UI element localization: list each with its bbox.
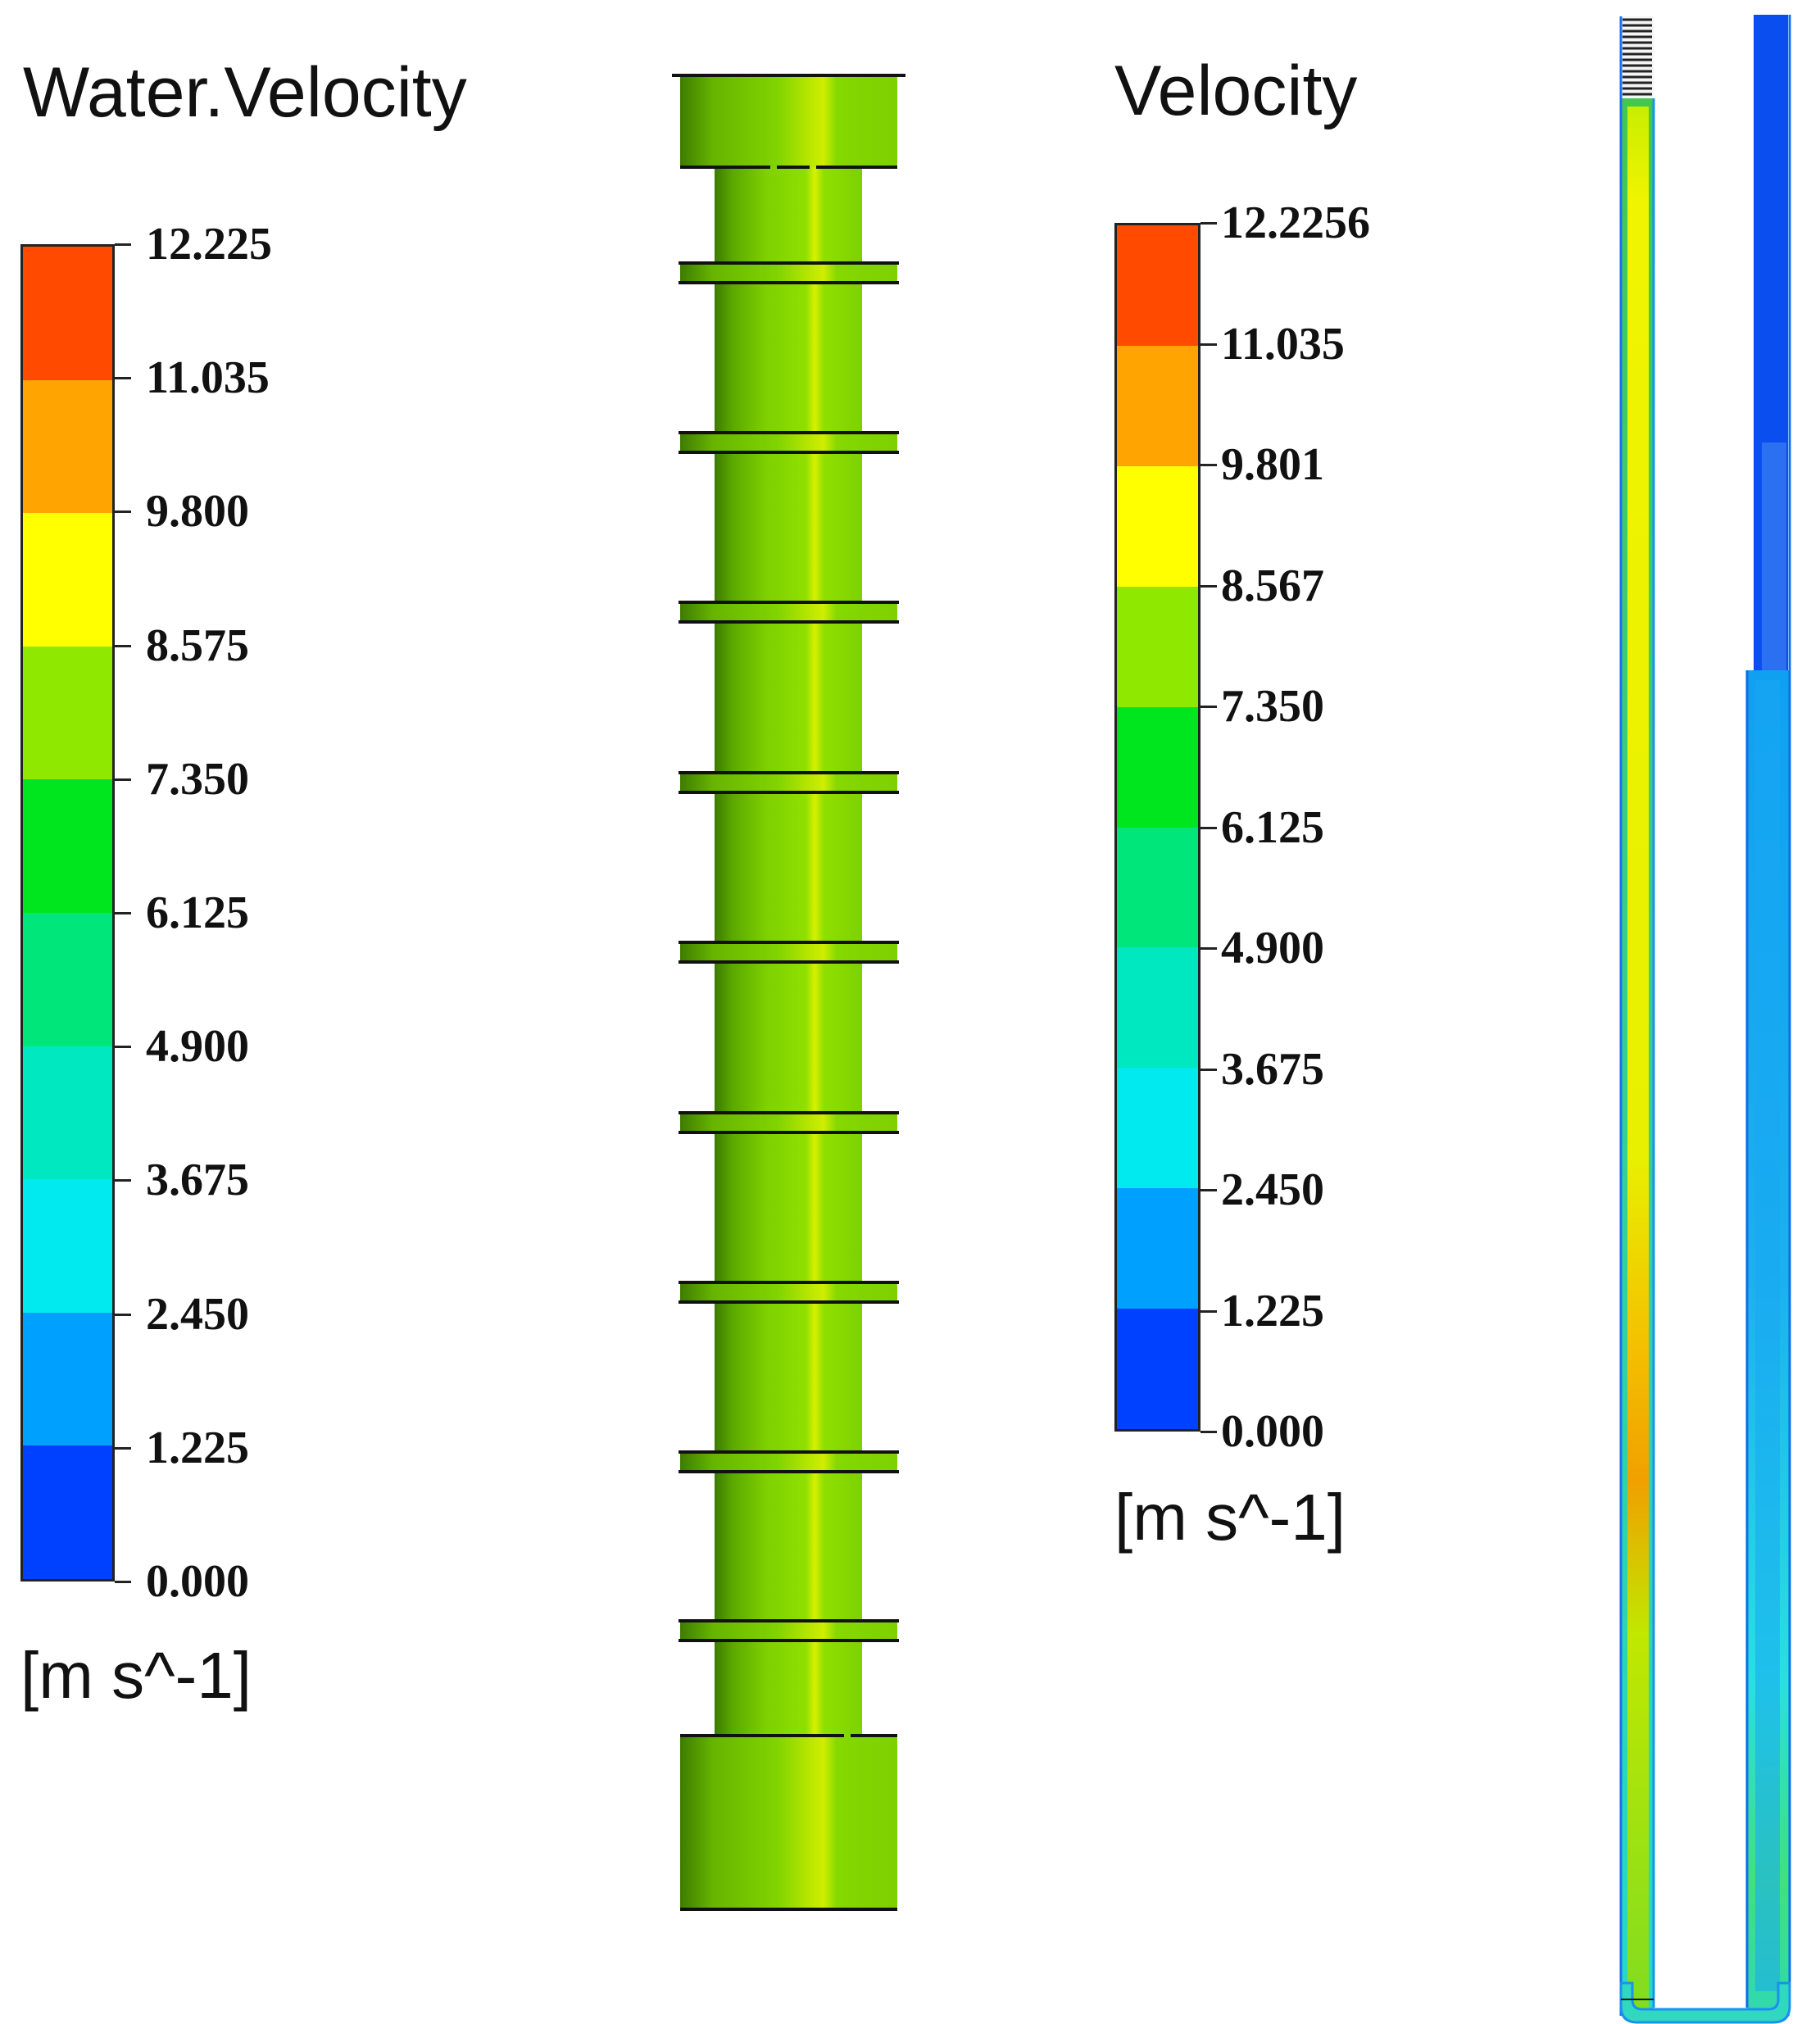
colorbar-tick-label: 7.350 <box>1221 681 1324 732</box>
colorbar-tick-label: 11.035 <box>146 352 270 404</box>
colorbar-band <box>1117 706 1198 828</box>
colorbar-tick <box>115 1446 131 1450</box>
colorbar-tick-label: 4.900 <box>1221 923 1324 973</box>
colorbar-tick <box>115 1313 131 1316</box>
colorbar-band <box>23 247 112 380</box>
colorbar-tick-label: 1.225 <box>146 1422 249 1473</box>
colorbar-tick <box>115 1179 131 1182</box>
shaft-top-cap <box>672 74 905 169</box>
legend-right-unit: [m s^-1] <box>1114 1481 1346 1554</box>
shaft-body <box>715 164 862 1737</box>
colorbar-tick <box>115 1581 131 1583</box>
colorbar-band <box>1117 827 1198 948</box>
colorbar-band <box>23 1179 112 1313</box>
colorbar-band <box>23 779 112 913</box>
shaft-bottom-cap <box>680 1734 897 1911</box>
colorbar-tick-label: 4.900 <box>146 1021 249 1073</box>
colorbar-tick-label: 8.567 <box>1221 560 1324 611</box>
shaft-flanges <box>679 261 899 1642</box>
legend-left-title: Water.Velocity <box>23 53 467 132</box>
colorbar-band <box>23 912 112 1046</box>
colorbar-band <box>1117 1309 1198 1430</box>
colorbar-tick-label: 8.575 <box>146 619 249 671</box>
colorbar-tick <box>1200 1431 1217 1433</box>
colorbar-band <box>1117 586 1198 707</box>
colorbar-tick <box>115 912 131 914</box>
colorbar-tick <box>1200 1068 1217 1071</box>
colorbar-tick-label: 7.350 <box>146 753 249 805</box>
colorbar-tick-label: 0.000 <box>146 1556 249 1607</box>
colorbar-tick-label: 9.801 <box>1221 439 1324 490</box>
colorbar-tick <box>115 778 131 781</box>
colorbar-band <box>23 379 112 514</box>
colorbar-tick <box>1200 222 1217 225</box>
colorbar-tick <box>115 511 131 514</box>
pipe-u-bend <box>1619 1981 1791 2024</box>
legend-right-title: Velocity <box>1114 52 1358 130</box>
legend-left-unit: [m s^-1] <box>20 1639 252 1712</box>
colorbar-tick-label: 3.675 <box>1221 1043 1324 1095</box>
colorbar-band <box>23 1445 112 1579</box>
colorbar-tick <box>1200 584 1217 588</box>
colorbar-band <box>1117 225 1198 346</box>
legend-right-colorbar <box>1114 223 1200 1432</box>
colorbar-tick-label: 6.125 <box>146 887 249 938</box>
colorbar-tick <box>115 1046 131 1049</box>
colorbar-tick <box>115 644 131 647</box>
colorbar-band <box>1117 465 1198 587</box>
colorbar-tick-label: 0.000 <box>1221 1406 1324 1457</box>
colorbar-band <box>23 1046 112 1180</box>
colorbar-band <box>1117 345 1198 466</box>
colorbar-tick-label: 2.450 <box>146 1288 249 1340</box>
colorbar-tick-label: 2.450 <box>1221 1164 1324 1215</box>
colorbar-band <box>23 1312 112 1446</box>
colorbar-band <box>23 646 112 780</box>
colorbar-tick <box>115 243 131 246</box>
colorbar-tick <box>115 377 131 380</box>
colorbar-tick <box>1200 1309 1217 1313</box>
colorbar-tick <box>1200 1189 1217 1191</box>
colorbar-tick <box>1200 706 1217 708</box>
colorbar-band <box>1117 1188 1198 1309</box>
colorbar-tick <box>1200 464 1217 466</box>
colorbar-tick <box>1200 826 1217 829</box>
colorbar-tick <box>1200 947 1217 950</box>
colorbar-tick-label: 6.125 <box>1221 801 1324 853</box>
colorbar-tick-label: 9.800 <box>146 486 249 538</box>
colorbar-tick <box>1200 343 1217 346</box>
colorbar-tick-label: 12.225 <box>146 219 272 270</box>
colorbar-tick-label: 11.035 <box>1221 318 1345 370</box>
outer-tube <box>1745 15 1791 2016</box>
colorbar-band <box>1117 947 1198 1069</box>
legend-left-colorbar <box>20 244 115 1582</box>
colorbar-tick-label: 3.675 <box>146 1155 249 1206</box>
colorbar-tick-label: 12.2256 <box>1221 197 1370 248</box>
colorbar-band <box>23 513 112 647</box>
colorbar-band <box>1117 1068 1198 1189</box>
inner-tube <box>1619 16 1655 2016</box>
colorbar-tick-label: 1.225 <box>1221 1285 1324 1336</box>
